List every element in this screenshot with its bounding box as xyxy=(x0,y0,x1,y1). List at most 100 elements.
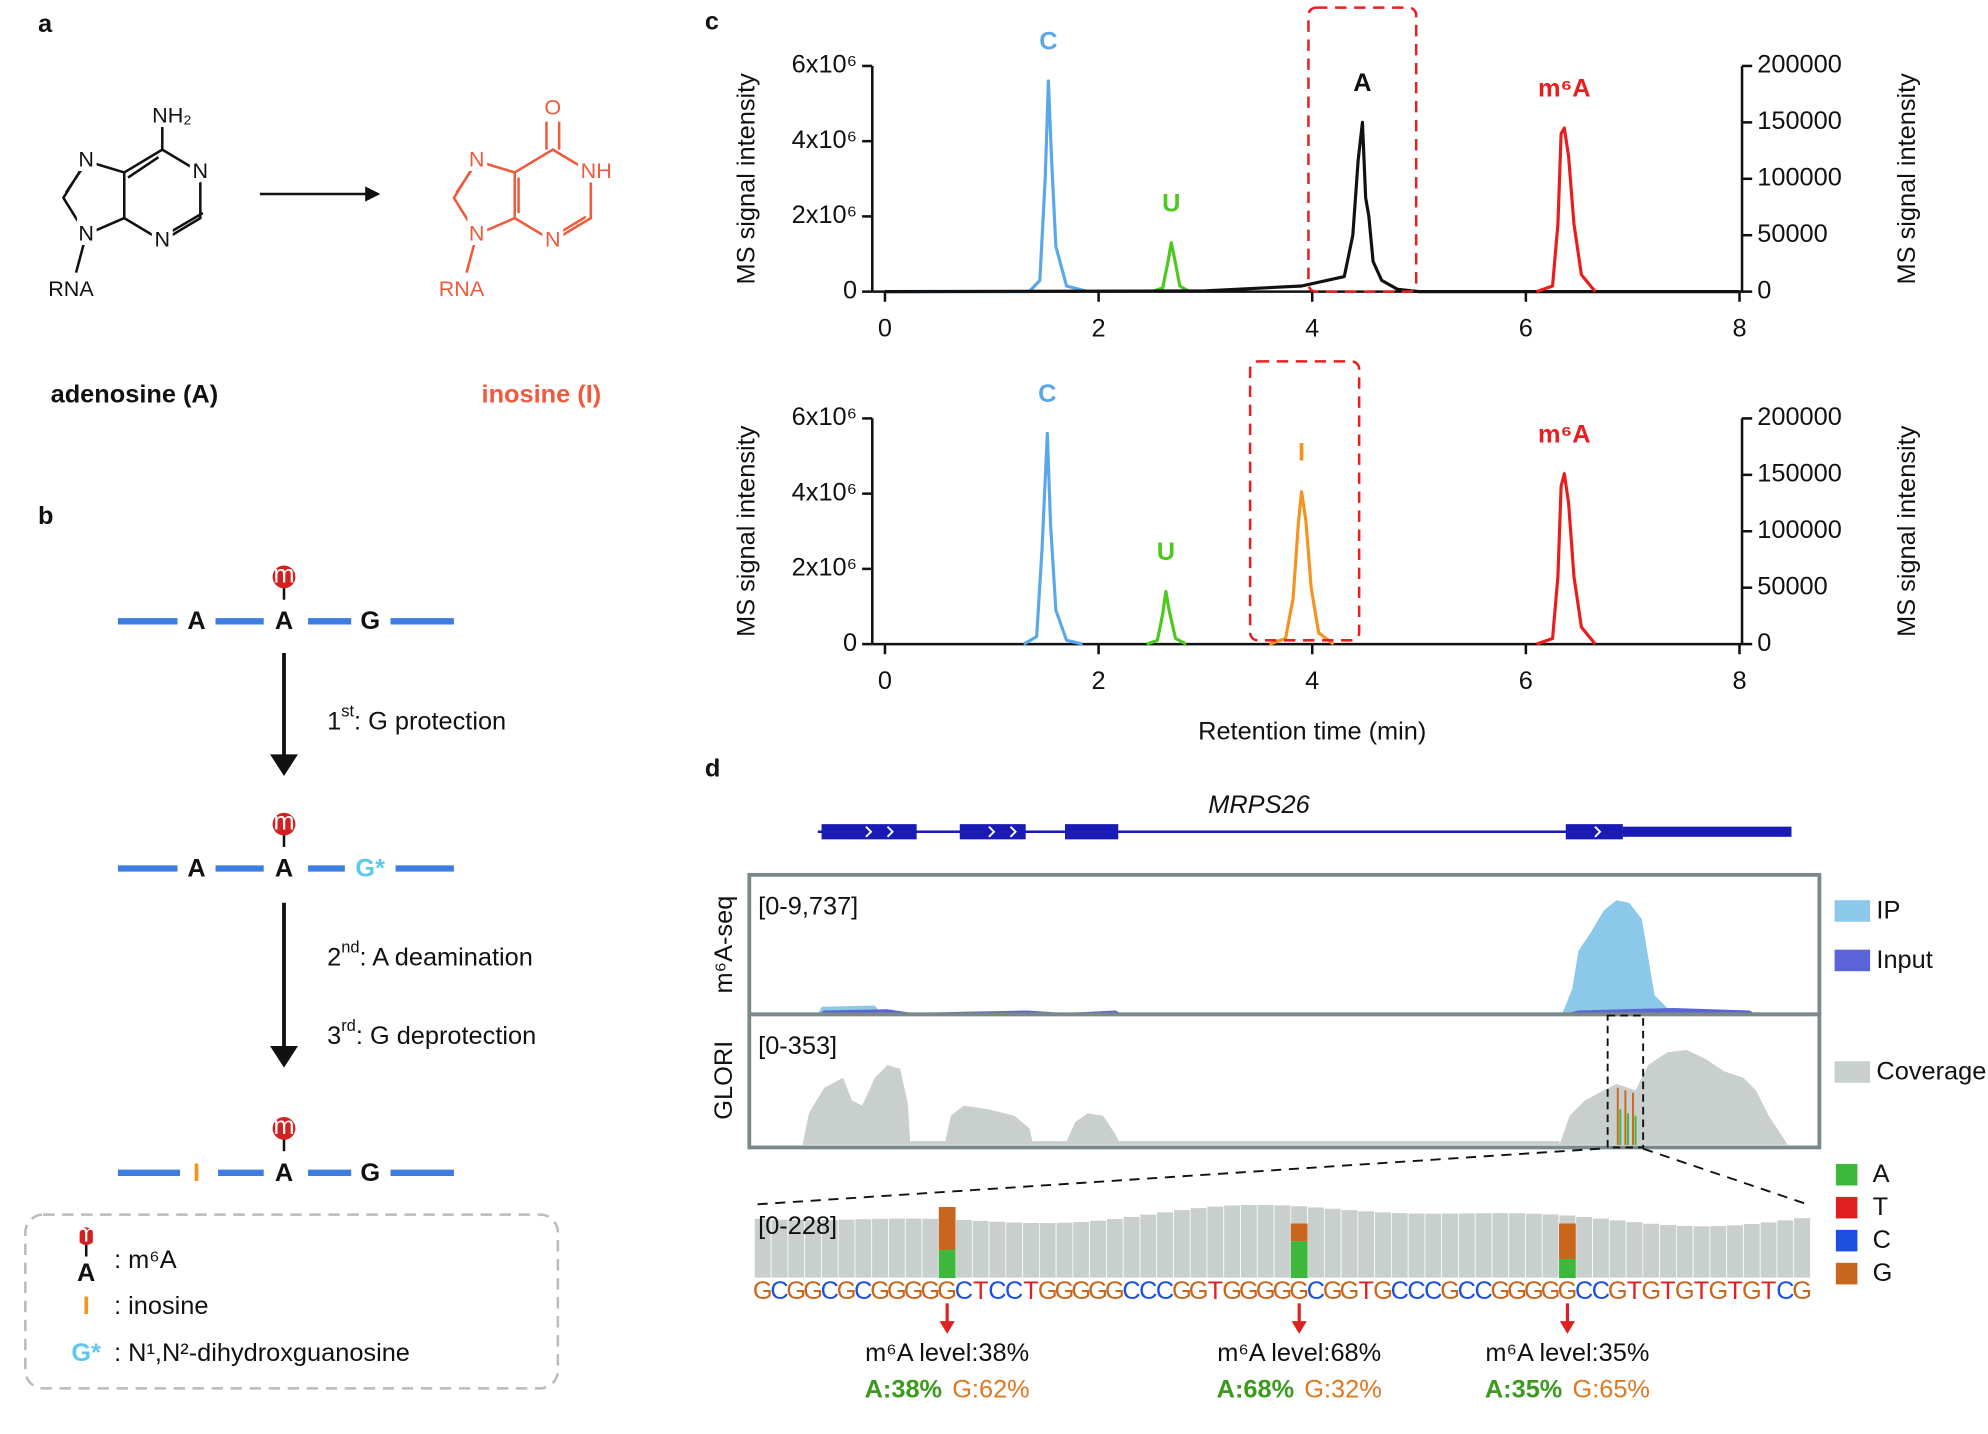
coverage-column xyxy=(854,1218,873,1279)
nucleotide: A xyxy=(187,854,205,882)
panel-label: b xyxy=(38,502,53,530)
coverage-column xyxy=(1676,1225,1694,1279)
site-g: G:62% xyxy=(952,1376,1029,1404)
coverage-column xyxy=(988,1220,1007,1279)
y2-tick-label: 50000 xyxy=(1757,220,1827,248)
coverage-column xyxy=(1726,1224,1744,1279)
bonds xyxy=(61,126,204,273)
atom-label: N xyxy=(155,227,171,252)
coverage-column xyxy=(1307,1206,1325,1279)
coverage-column xyxy=(1005,1221,1023,1279)
coverage-column xyxy=(904,1217,923,1279)
coverage-column xyxy=(1541,1213,1560,1279)
coverage-column xyxy=(1357,1210,1376,1279)
coverage-column xyxy=(837,1218,856,1279)
coverage-column xyxy=(1139,1213,1158,1279)
series-line xyxy=(884,120,1740,294)
zoom-lines xyxy=(754,1147,1809,1206)
nucleotide: A xyxy=(275,607,293,635)
nucleotide: A xyxy=(275,854,293,882)
atom-label: O xyxy=(544,95,561,120)
legend-symbol: I xyxy=(83,1292,90,1320)
track-range: [0-353] xyxy=(758,1032,837,1060)
legend-box xyxy=(24,1213,560,1390)
sequence: GCGGCGCGGGGGCTCCTGGGGGCCCGGTGGGGGCGGTGCC… xyxy=(753,1277,1812,1305)
track-name: m⁶A-seq xyxy=(710,896,738,994)
coverage-column xyxy=(1743,1223,1761,1279)
series-line xyxy=(1146,589,1187,646)
coverage-column xyxy=(1608,1219,1627,1279)
peak-label: m⁶A xyxy=(1538,420,1591,448)
atom-label: RNA xyxy=(439,276,485,301)
legend-swatch xyxy=(1834,900,1871,922)
legend-text: : m⁶A xyxy=(114,1246,177,1274)
peak-label: C xyxy=(1039,28,1057,56)
site-arrow-head xyxy=(1559,1321,1576,1334)
modification-text: m xyxy=(273,560,294,588)
x-tick-label: 8 xyxy=(1732,667,1746,695)
allele-a xyxy=(1290,1241,1308,1279)
y-tick-label: 4x10⁶ xyxy=(792,126,857,154)
coverage-column xyxy=(955,1219,973,1279)
glori-coverage xyxy=(802,1049,1788,1145)
peak-label: I xyxy=(1298,438,1305,466)
atom-label: N xyxy=(545,227,561,252)
compound-name: inosine (I) xyxy=(482,380,602,408)
base-label: G xyxy=(1873,1259,1893,1287)
coverage-column xyxy=(921,1218,940,1279)
base-swatch xyxy=(1835,1163,1858,1186)
coverage-column xyxy=(1692,1225,1711,1279)
y2-tick-label: 200000 xyxy=(1757,51,1842,79)
base-label: T xyxy=(1873,1193,1888,1221)
coverage-column xyxy=(1106,1218,1124,1279)
coverage-column xyxy=(1273,1204,1292,1279)
allele-a xyxy=(1559,1259,1576,1279)
coverage-column xyxy=(1424,1212,1443,1279)
x-tick-label: 6 xyxy=(1519,314,1533,342)
coverage-column xyxy=(1659,1224,1677,1279)
allele-g xyxy=(1559,1223,1576,1260)
zoom-box xyxy=(1606,1014,1645,1149)
series-line xyxy=(884,79,1089,294)
base-swatch xyxy=(1835,1229,1858,1252)
coverage-column xyxy=(1038,1222,1057,1279)
compound-name: adenosine (A) xyxy=(51,380,219,408)
rna-strands xyxy=(117,618,454,1176)
y-tick-label: 6x10⁶ xyxy=(792,51,857,79)
y-axis-label: MS signal intensity xyxy=(733,425,761,637)
base-label: A xyxy=(1873,1160,1890,1188)
coverage-column xyxy=(1089,1219,1107,1279)
atom-label: NH xyxy=(581,158,612,183)
gene-model xyxy=(817,824,1792,840)
atom-label: N xyxy=(193,158,209,183)
y2-axis-label: MS signal intensity xyxy=(1893,425,1921,637)
adenosine-structure xyxy=(61,126,204,273)
modification-text: m xyxy=(76,1220,97,1248)
legend-label: Coverage xyxy=(1876,1057,1986,1085)
step-text: 2nd: A deamination xyxy=(327,939,533,971)
legend-symbol: G* xyxy=(71,1339,101,1367)
series-line xyxy=(1536,126,1597,294)
atom-label: N xyxy=(78,220,94,245)
series-line xyxy=(1268,490,1335,646)
site-g: G:32% xyxy=(1304,1376,1381,1404)
panel-label: c xyxy=(705,8,719,36)
legend-text: : inosine xyxy=(114,1292,208,1320)
site-a: A:35% xyxy=(1485,1376,1562,1404)
coverage-column xyxy=(1709,1225,1728,1279)
gene-name: MRPS26 xyxy=(1208,791,1310,819)
coverage-column xyxy=(1055,1222,1074,1279)
nucleotide: G xyxy=(360,607,380,635)
modification-mark xyxy=(77,1227,96,1246)
coverage-column xyxy=(971,1220,990,1279)
coverage-column xyxy=(1072,1221,1091,1279)
coverage-column xyxy=(1642,1222,1661,1279)
coverage-column xyxy=(871,1218,889,1279)
y2-axis-label: MS signal intensity xyxy=(1893,73,1921,285)
highlight-box xyxy=(1307,6,1418,293)
y2-tick-label: 100000 xyxy=(1757,163,1842,191)
coverage-column xyxy=(1323,1207,1342,1279)
nucleotide: I xyxy=(193,1159,200,1187)
x-tick-label: 4 xyxy=(1305,314,1319,342)
